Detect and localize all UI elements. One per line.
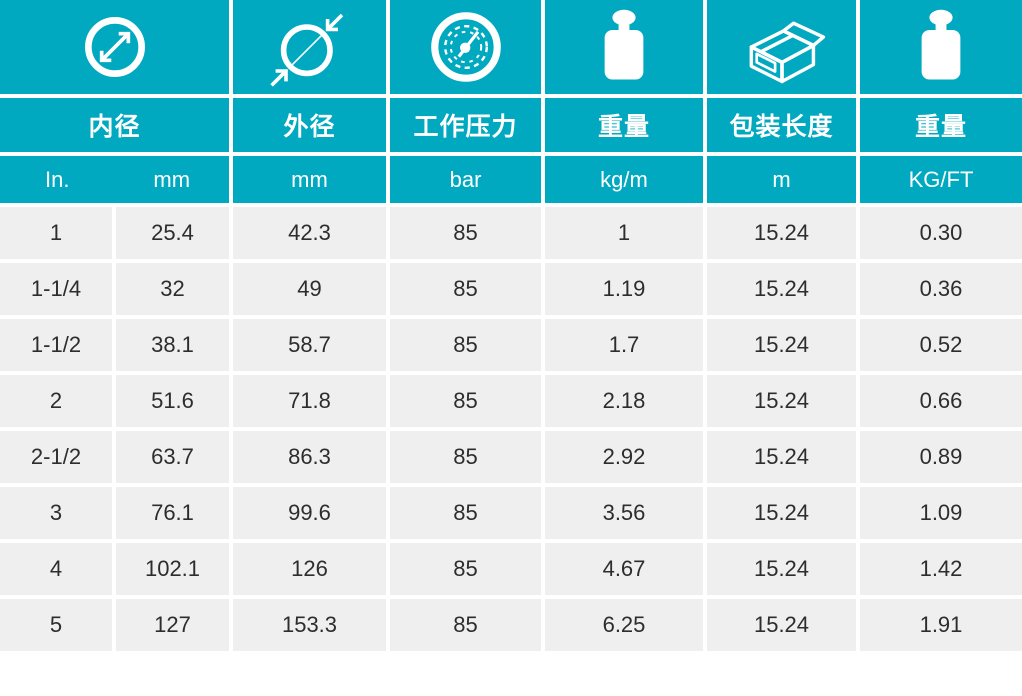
outer-diameter-icon — [269, 13, 343, 87]
table-cell: 1-1/2 — [0, 319, 112, 371]
column-header-package-length: 包装长度 — [707, 98, 856, 152]
table-cell: 63.7 — [116, 431, 229, 483]
table-cell: 127 — [116, 599, 229, 651]
table-cell: 99.6 — [233, 487, 386, 539]
unit-label-in: In. — [45, 166, 70, 192]
package-box-icon — [749, 21, 825, 84]
table-cell: 6.25 — [545, 599, 703, 651]
table-cell: 1.91 — [860, 599, 1022, 651]
weight-icon — [921, 9, 961, 80]
table-cell: 85 — [390, 543, 541, 595]
table-cell: 0.89 — [860, 431, 1022, 483]
table-cell: 5 — [0, 599, 112, 651]
icon-cell-outer-diameter — [233, 0, 386, 94]
table-cell: 42.3 — [233, 207, 386, 259]
table-cell: 4 — [0, 543, 112, 595]
table-cell: 1.7 — [545, 319, 703, 371]
table-cell: 85 — [390, 319, 541, 371]
icon-cell-weight-metric — [545, 0, 703, 94]
table-cell: 71.8 — [233, 375, 386, 427]
unit-label-kg-m: kg/m — [545, 156, 703, 203]
table-cell: 3 — [0, 487, 112, 539]
table-cell: 1-1/4 — [0, 263, 112, 315]
table-cell: 1 — [0, 207, 112, 259]
column-header-inner-diameter: 内径 — [0, 98, 229, 152]
column-header-weight-imperial: 重量 — [860, 98, 1022, 152]
table-cell: 76.1 — [116, 487, 229, 539]
table-cell: 2.92 — [545, 431, 703, 483]
table-cell: 15.24 — [707, 207, 856, 259]
table-cell: 15.24 — [707, 375, 856, 427]
table-cell: 0.66 — [860, 375, 1022, 427]
weight-icon — [604, 9, 644, 80]
icon-cell-package-length — [707, 0, 856, 94]
table-cell: 15.24 — [707, 319, 856, 371]
table-cell: 4.67 — [545, 543, 703, 595]
unit-label-mm: mm — [153, 166, 191, 192]
icon-cell-inner-diameter — [0, 0, 229, 94]
pressure-gauge-icon — [430, 12, 501, 82]
table-cell: 85 — [390, 207, 541, 259]
table-cell: 15.24 — [707, 487, 856, 539]
unit-label-mm: mm — [233, 156, 386, 203]
table-cell: 85 — [390, 263, 541, 315]
inner-diameter-icon — [84, 17, 145, 77]
unit-label-bar: bar — [390, 156, 541, 203]
table-cell: 1 — [545, 207, 703, 259]
table-cell: 2-1/2 — [0, 431, 112, 483]
column-header-outer-diameter: 外径 — [233, 98, 386, 152]
table-cell: 102.1 — [116, 543, 229, 595]
table-cell: 85 — [390, 375, 541, 427]
table-cell: 15.24 — [707, 431, 856, 483]
table-cell: 0.36 — [860, 263, 1022, 315]
table-cell: 51.6 — [116, 375, 229, 427]
table-cell: 126 — [233, 543, 386, 595]
table-cell: 85 — [390, 431, 541, 483]
icon-cell-weight-imperial — [860, 0, 1022, 94]
table-cell: 38.1 — [116, 319, 229, 371]
unit-label-m: m — [707, 156, 856, 203]
units-cell-inner-diameter: In. mm — [0, 156, 229, 203]
table-cell: 15.24 — [707, 599, 856, 651]
spec-table: 内径 外径 工作压力 重量 包装长度 重量 In. mm mm bar kg/m… — [0, 0, 1022, 651]
unit-label-kg-ft: KG/FT — [860, 156, 1022, 203]
table-cell: 153.3 — [233, 599, 386, 651]
table-cell: 1.42 — [860, 543, 1022, 595]
column-header-working-pressure: 工作压力 — [390, 98, 541, 152]
table-cell: 1.19 — [545, 263, 703, 315]
table-cell: 32 — [116, 263, 229, 315]
table-cell: 2.18 — [545, 375, 703, 427]
table-cell: 15.24 — [707, 263, 856, 315]
table-cell: 2 — [0, 375, 112, 427]
table-cell: 85 — [390, 487, 541, 539]
table-cell: 58.7 — [233, 319, 386, 371]
table-cell: 1.09 — [860, 487, 1022, 539]
table-cell: 25.4 — [116, 207, 229, 259]
table-cell: 49 — [233, 263, 386, 315]
icon-cell-working-pressure — [390, 0, 541, 94]
table-cell: 3.56 — [545, 487, 703, 539]
table-cell: 0.30 — [860, 207, 1022, 259]
table-cell: 85 — [390, 599, 541, 651]
table-cell: 0.52 — [860, 319, 1022, 371]
column-header-weight-metric: 重量 — [545, 98, 703, 152]
table-cell: 15.24 — [707, 543, 856, 595]
table-cell: 86.3 — [233, 431, 386, 483]
